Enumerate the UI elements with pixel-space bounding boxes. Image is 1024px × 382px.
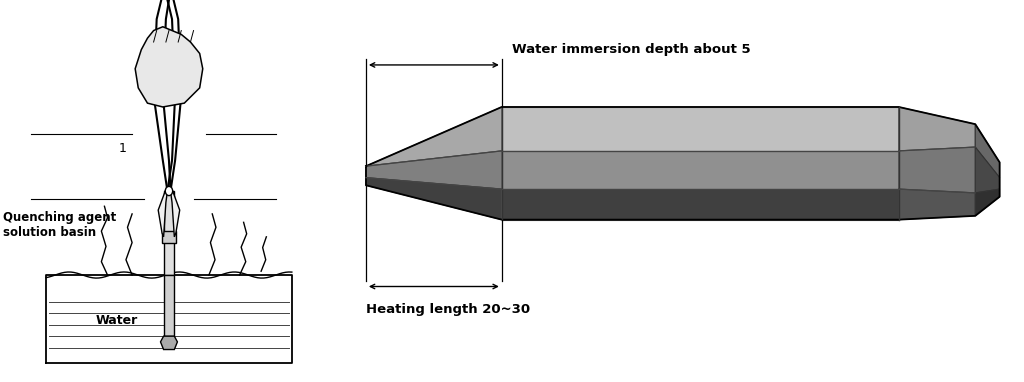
Polygon shape (899, 107, 975, 151)
Text: Water: Water (95, 314, 138, 327)
Polygon shape (158, 191, 168, 237)
Polygon shape (135, 27, 203, 107)
Polygon shape (170, 191, 180, 237)
Polygon shape (975, 189, 999, 216)
Polygon shape (366, 107, 502, 166)
Polygon shape (899, 147, 975, 193)
Polygon shape (502, 107, 899, 151)
Bar (164, 275, 174, 336)
Polygon shape (975, 147, 999, 193)
Text: 1: 1 (119, 142, 127, 155)
Text: Quenching agent
solution basin: Quenching agent solution basin (3, 211, 117, 240)
Polygon shape (899, 189, 975, 220)
Polygon shape (502, 151, 899, 189)
Circle shape (165, 186, 173, 196)
Polygon shape (161, 336, 177, 350)
Text: Heating length 20~30: Heating length 20~30 (366, 303, 530, 316)
Polygon shape (366, 151, 502, 189)
Bar (164, 191, 174, 275)
Text: Water immersion depth about 5: Water immersion depth about 5 (512, 43, 751, 56)
Polygon shape (366, 178, 502, 220)
Polygon shape (502, 189, 899, 220)
Bar (162, 231, 176, 243)
Polygon shape (975, 124, 999, 178)
